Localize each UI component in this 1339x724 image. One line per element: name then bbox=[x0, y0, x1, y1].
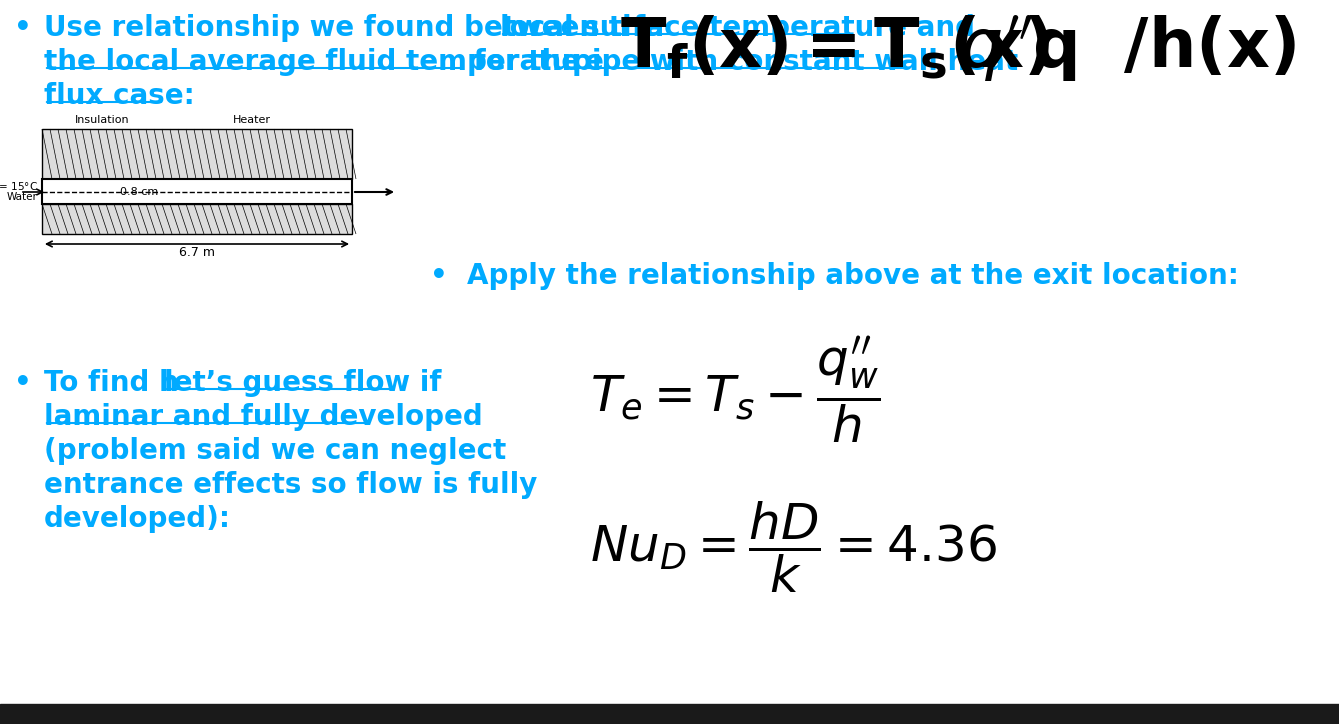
Text: let’s guess flow if: let’s guess flow if bbox=[163, 369, 442, 397]
Text: $Nu_D = \dfrac{hD}{k} = 4.36$: $Nu_D = \dfrac{hD}{k} = 4.36$ bbox=[590, 499, 996, 594]
Text: Water: Water bbox=[7, 192, 37, 202]
Text: •: • bbox=[13, 14, 32, 42]
Text: for the: for the bbox=[465, 48, 589, 76]
Text: pipe with constant wall heat: pipe with constant wall heat bbox=[572, 48, 1018, 76]
Text: •  Apply the relationship above at the exit location:: • Apply the relationship above at the ex… bbox=[430, 262, 1239, 290]
Text: 6.7 m: 6.7 m bbox=[179, 246, 216, 259]
Text: flux case:: flux case: bbox=[44, 82, 194, 110]
Text: local surface temperature and: local surface temperature and bbox=[499, 14, 975, 42]
Text: laminar and fully developed: laminar and fully developed bbox=[44, 403, 483, 431]
Text: $\mathbf{T_f(x)=T_s(x)}$: $\mathbf{T_f(x)=T_s(x)}$ bbox=[620, 14, 1050, 81]
Text: $T_i$= 15°C: $T_i$= 15°C bbox=[0, 180, 37, 194]
Text: Use relationship we found between the: Use relationship we found between the bbox=[44, 14, 671, 42]
Text: developed):: developed): bbox=[44, 505, 232, 533]
Bar bbox=[0, 704, 1339, 724]
Text: Insulation: Insulation bbox=[75, 115, 130, 125]
Text: $\mathit{q''}\mathbf{q\ \ /h(x)}$: $\mathit{q''}\mathbf{q\ \ /h(x)}$ bbox=[960, 14, 1296, 85]
Bar bbox=[42, 129, 352, 179]
Text: (problem said we can neglect: (problem said we can neglect bbox=[44, 437, 506, 465]
Text: •: • bbox=[13, 369, 32, 397]
Text: Heater: Heater bbox=[233, 115, 270, 125]
Text: 0.8 cm: 0.8 cm bbox=[121, 187, 158, 197]
Text: $T_e = T_s - \dfrac{q_w^{\prime\prime}}{h}$: $T_e = T_s - \dfrac{q_w^{\prime\prime}}{… bbox=[590, 334, 880, 445]
Bar bbox=[42, 204, 352, 234]
Bar bbox=[42, 179, 352, 204]
Text: To find h: To find h bbox=[44, 369, 189, 397]
Text: the local average fluid temperature: the local average fluid temperature bbox=[44, 48, 604, 76]
Text: entrance effects so flow is fully: entrance effects so flow is fully bbox=[44, 471, 537, 499]
